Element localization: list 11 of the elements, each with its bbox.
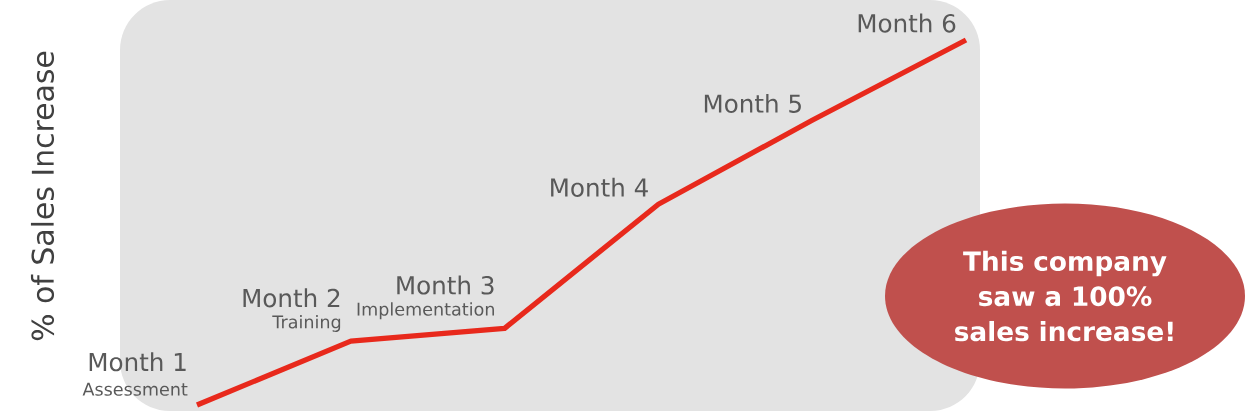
x-tick-label: Month 4	[551, 177, 648, 197]
annotation: Implementation	[357, 302, 494, 320]
x-tick-label: Month 6	[858, 13, 956, 33]
y-axis-title: % of Sales Increase	[30, 51, 55, 341]
x-tick-label: Month 1	[89, 352, 186, 372]
x-tick-label: Month 5	[704, 93, 801, 113]
x-tick-label: Month 2	[243, 288, 340, 308]
annotation: Training	[272, 314, 341, 332]
x-tick-label: Month 3	[397, 275, 494, 295]
annotation: Assessment	[82, 382, 188, 396]
annotation: This company saw a 100% sales increase!	[955, 250, 1173, 342]
